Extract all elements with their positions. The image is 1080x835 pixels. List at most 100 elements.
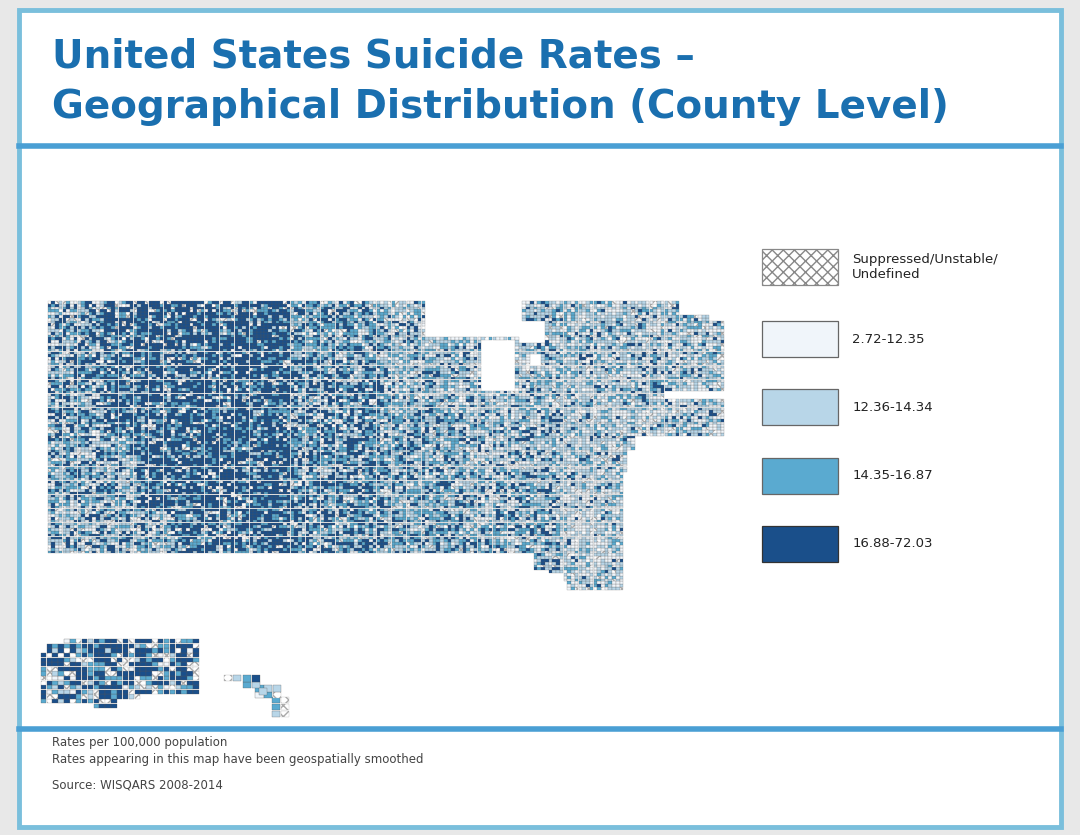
Bar xyxy=(272,455,275,458)
Bar xyxy=(107,422,111,424)
Bar xyxy=(260,450,265,453)
Bar xyxy=(201,428,204,430)
Bar xyxy=(246,500,249,503)
Bar xyxy=(567,326,571,329)
Bar xyxy=(418,368,421,371)
Bar xyxy=(643,331,646,335)
Bar xyxy=(672,306,676,309)
Bar xyxy=(257,519,260,523)
Bar xyxy=(246,362,249,366)
Bar xyxy=(575,554,579,556)
Bar xyxy=(552,455,556,458)
Bar xyxy=(183,469,186,472)
Bar xyxy=(66,509,70,511)
Bar xyxy=(530,517,534,519)
Bar xyxy=(160,301,163,304)
Bar xyxy=(111,306,114,309)
Bar xyxy=(582,581,585,584)
Bar xyxy=(380,352,384,354)
Bar xyxy=(388,450,391,453)
Bar xyxy=(280,357,283,360)
Bar xyxy=(265,531,268,534)
Bar xyxy=(137,380,140,382)
Bar xyxy=(137,399,140,402)
Bar xyxy=(564,393,567,397)
Bar xyxy=(198,399,201,402)
Bar xyxy=(119,385,122,388)
Bar xyxy=(163,424,167,428)
Bar xyxy=(600,559,605,562)
Bar xyxy=(280,475,283,478)
Bar xyxy=(534,312,537,315)
Bar xyxy=(309,388,313,391)
Bar xyxy=(134,531,137,534)
Bar xyxy=(590,539,593,542)
Bar xyxy=(316,542,321,545)
Bar xyxy=(176,644,181,648)
Bar xyxy=(260,385,265,388)
Bar xyxy=(436,469,440,472)
Bar xyxy=(664,374,669,377)
Bar xyxy=(400,509,403,511)
Bar xyxy=(249,331,253,335)
Bar xyxy=(111,478,114,480)
Bar xyxy=(204,461,208,463)
Bar xyxy=(710,362,713,366)
Bar xyxy=(216,430,219,433)
Bar xyxy=(152,352,156,354)
Bar xyxy=(58,653,64,657)
Bar xyxy=(81,352,85,354)
Bar xyxy=(167,450,171,453)
Bar xyxy=(100,450,104,453)
Bar xyxy=(164,662,170,666)
Bar xyxy=(635,366,638,368)
Bar xyxy=(130,480,134,483)
Bar xyxy=(676,321,679,323)
Bar xyxy=(477,511,482,514)
Bar xyxy=(414,523,418,525)
Bar xyxy=(676,377,679,379)
Bar xyxy=(280,467,283,469)
Bar xyxy=(81,402,85,405)
Bar xyxy=(249,380,253,382)
Bar xyxy=(586,556,590,559)
Bar xyxy=(107,455,111,458)
Bar xyxy=(66,539,70,542)
Bar xyxy=(332,323,336,326)
Bar xyxy=(268,416,272,418)
Bar xyxy=(52,444,55,447)
Bar xyxy=(137,402,140,405)
Bar xyxy=(653,382,657,385)
Bar xyxy=(395,509,399,511)
Bar xyxy=(538,402,541,405)
Bar xyxy=(260,391,265,393)
Bar xyxy=(107,368,111,371)
Bar xyxy=(684,335,687,337)
Bar xyxy=(470,411,474,413)
Bar xyxy=(268,519,272,523)
Bar xyxy=(316,368,321,371)
Bar xyxy=(328,422,332,424)
Bar xyxy=(64,671,69,676)
Bar xyxy=(444,337,447,340)
Bar xyxy=(175,419,178,422)
Bar xyxy=(362,419,365,422)
Bar xyxy=(78,366,81,368)
Bar xyxy=(418,525,421,528)
Bar xyxy=(219,498,224,500)
Bar xyxy=(265,371,268,374)
Bar xyxy=(339,391,342,393)
Bar xyxy=(190,534,193,537)
Bar xyxy=(212,461,216,463)
Bar xyxy=(679,433,684,436)
Bar xyxy=(462,469,467,472)
Bar xyxy=(717,371,720,374)
Bar xyxy=(283,548,287,550)
Bar xyxy=(93,323,96,326)
Bar xyxy=(242,469,245,472)
Bar xyxy=(552,570,556,573)
Bar xyxy=(377,329,380,331)
Bar xyxy=(302,368,306,371)
Bar xyxy=(186,301,189,304)
Bar xyxy=(414,534,418,537)
